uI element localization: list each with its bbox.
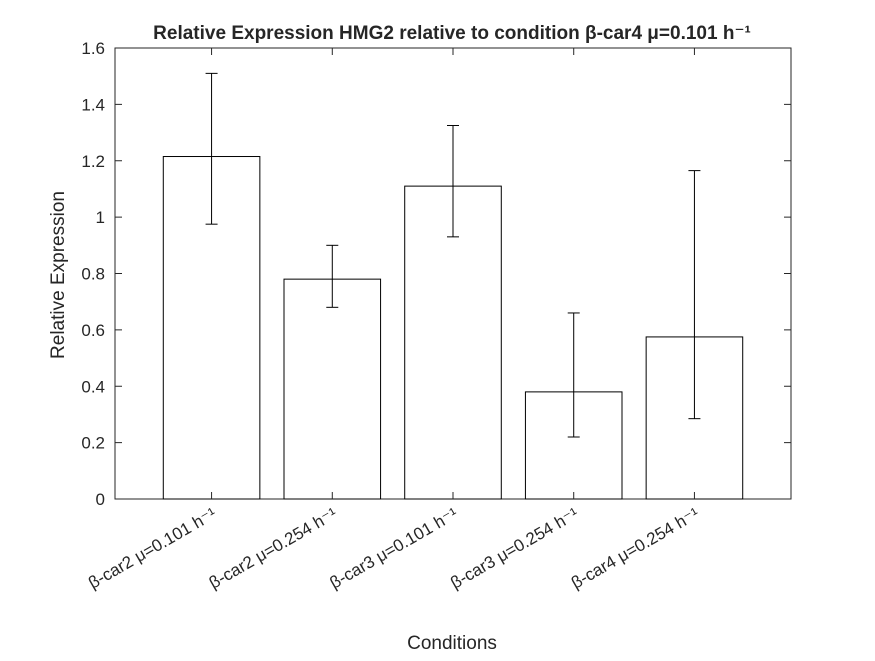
plot-area: 00.20.40.60.811.21.41.6β-car2 μ=0.101 h⁻…	[81, 39, 792, 593]
y-tick-label: 0.4	[81, 377, 105, 396]
y-tick-label: 0.2	[81, 434, 105, 453]
y-tick-label: 1.2	[81, 152, 105, 171]
y-tick-label: 0.6	[81, 321, 105, 340]
y-tick-label: 0	[96, 490, 105, 509]
x-axis-label: Conditions	[407, 633, 497, 654]
y-tick-label: 1.4	[81, 95, 105, 114]
y-axis-label: Relative Expression	[48, 191, 69, 359]
y-tick-label: 1.6	[81, 39, 105, 58]
bar	[283, 278, 382, 500]
y-tick-label: 1	[96, 208, 105, 227]
chart-title: Relative Expression HMG2 relative to con…	[153, 23, 751, 44]
y-tick-label: 0.8	[81, 265, 105, 284]
